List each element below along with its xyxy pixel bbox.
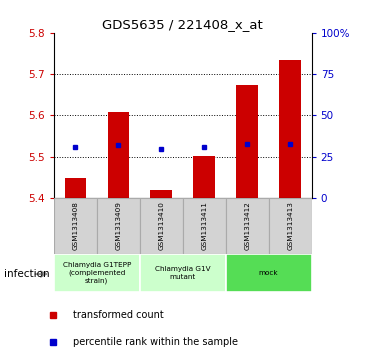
Bar [279, 60, 301, 198]
Text: GSM1313409: GSM1313409 [115, 201, 121, 250]
Bar [269, 198, 312, 254]
Text: transformed count: transformed count [73, 310, 164, 320]
Title: GDS5635 / 221408_x_at: GDS5635 / 221408_x_at [102, 19, 263, 32]
Bar [140, 254, 226, 292]
Text: GSM1313411: GSM1313411 [201, 201, 207, 250]
Bar [54, 198, 97, 254]
Text: infection: infection [4, 269, 49, 279]
Text: mock: mock [259, 270, 279, 276]
Text: Chlamydia G1TEPP
(complemented
strain): Chlamydia G1TEPP (complemented strain) [63, 262, 131, 284]
Bar [226, 198, 269, 254]
Text: percentile rank within the sample: percentile rank within the sample [73, 337, 238, 347]
Bar [54, 254, 140, 292]
Bar [193, 156, 215, 198]
Text: Chlamydia G1V
mutant: Chlamydia G1V mutant [155, 266, 210, 280]
Bar [108, 113, 129, 198]
Bar [140, 198, 183, 254]
Bar [226, 254, 312, 292]
Text: GSM1313408: GSM1313408 [72, 201, 78, 250]
Text: GSM1313410: GSM1313410 [158, 201, 164, 250]
Bar [97, 198, 140, 254]
Bar [65, 179, 86, 198]
Bar [151, 191, 172, 198]
Text: GSM1313413: GSM1313413 [287, 201, 293, 250]
Bar [236, 85, 258, 198]
Bar [183, 198, 226, 254]
Text: GSM1313412: GSM1313412 [244, 201, 250, 250]
